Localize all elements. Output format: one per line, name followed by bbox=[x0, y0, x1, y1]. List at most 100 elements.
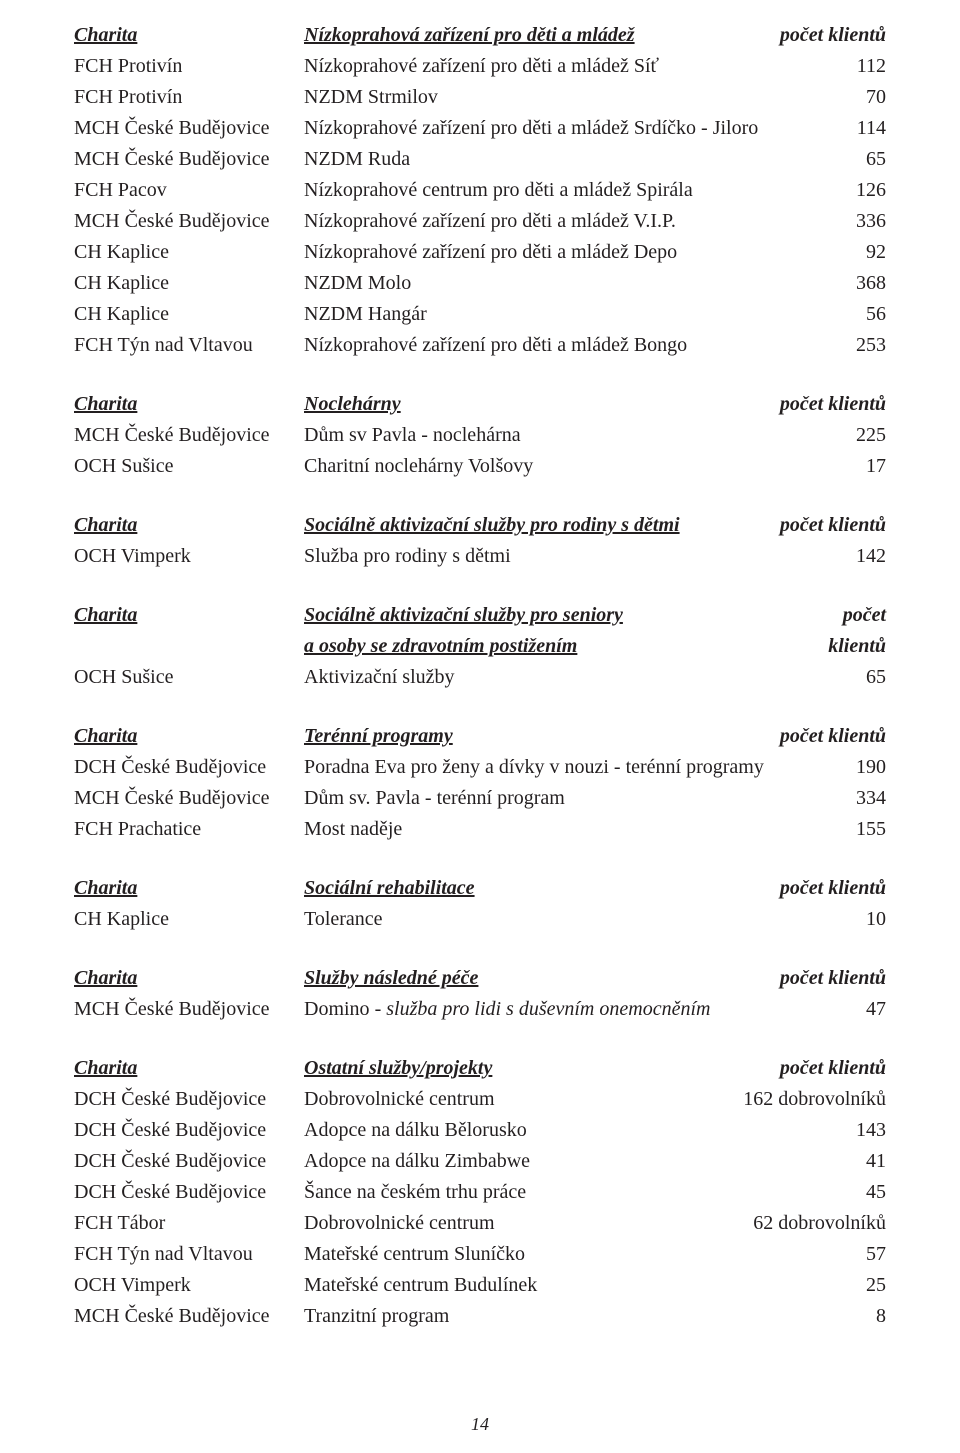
service-name: Služba pro rodiny s dětmi bbox=[304, 545, 511, 567]
count-value: 142 bbox=[856, 541, 886, 572]
service-name: Nízkoprahové centrum pro děti a mládež S… bbox=[304, 179, 693, 201]
content-area: CharitaNízkoprahová zařízení pro děti a … bbox=[74, 20, 886, 1332]
service-name: Domino bbox=[304, 998, 375, 1020]
count-value: 41 bbox=[866, 1146, 886, 1177]
count-value: 17 bbox=[866, 451, 886, 482]
data-row: OCH SušiceCharitní noclehárny Volšovy17 bbox=[74, 451, 886, 482]
org-name: FCH Tábor bbox=[74, 1208, 304, 1239]
report-section: CharitaNízkoprahová zařízení pro děti a … bbox=[74, 20, 886, 361]
section-header: CharitaTerénní programypočet klientů bbox=[74, 721, 886, 752]
org-name: CH Kaplice bbox=[74, 268, 304, 299]
data-row: DCH České BudějoviceDobrovolnické centru… bbox=[74, 1084, 886, 1115]
section-header: CharitaOstatní služby/projektypočet klie… bbox=[74, 1053, 886, 1084]
document-page: CharitaNízkoprahová zařízení pro děti a … bbox=[0, 0, 960, 1453]
count-value: 65 bbox=[866, 662, 886, 693]
service-name: Dům sv. Pavla - terénní program bbox=[304, 787, 565, 809]
count-value: 112 bbox=[857, 51, 886, 82]
service-name: Nízkoprahové zařízení pro děti a mládež … bbox=[304, 55, 659, 77]
header-count: počet klientů bbox=[780, 20, 886, 51]
service-name: Dobrovolnické centrum bbox=[304, 1212, 495, 1234]
data-row: FCH Týn nad VltavouNízkoprahové zařízení… bbox=[74, 330, 886, 361]
org-name: MCH České Budějovice bbox=[74, 144, 304, 175]
org-name: FCH Protivín bbox=[74, 51, 304, 82]
data-row: MCH České BudějoviceNZDM Ruda65 bbox=[74, 144, 886, 175]
service-name: NZDM Molo bbox=[304, 272, 411, 294]
service-name: Dům sv Pavla - noclehárna bbox=[304, 424, 521, 446]
page-number: 14 bbox=[0, 1414, 960, 1435]
org-name: DCH České Budějovice bbox=[74, 1115, 304, 1146]
data-row: DCH České BudějoviceAdopce na dálku Zimb… bbox=[74, 1146, 886, 1177]
service-name: Tolerance bbox=[304, 908, 383, 930]
section-header: CharitaSociální rehabilitacepočet klient… bbox=[74, 873, 886, 904]
count-value: 190 bbox=[856, 752, 886, 783]
data-row: DCH České BudějovicePoradna Eva pro ženy… bbox=[74, 752, 886, 783]
header-service: Sociální rehabilitace bbox=[304, 873, 780, 904]
section-header-line2: a osoby se zdravotním postižením klientů bbox=[74, 631, 886, 662]
header-count: počet klientů bbox=[780, 963, 886, 994]
org-name: CH Kaplice bbox=[74, 237, 304, 268]
org-name: FCH Týn nad Vltavou bbox=[74, 1239, 304, 1270]
count-value: 25 bbox=[866, 1270, 886, 1301]
count-value: 225 bbox=[856, 420, 886, 451]
data-row: FCH Týn nad VltavouMateřské centrum Slun… bbox=[74, 1239, 886, 1270]
count-value: 92 bbox=[866, 237, 886, 268]
header-count: počet klientů bbox=[780, 389, 886, 420]
count-value: 162 dobrovolníků bbox=[743, 1084, 886, 1115]
data-row: OCH SušiceAktivizační služby 65 bbox=[74, 662, 886, 693]
header-org: Charita bbox=[74, 873, 304, 904]
data-row: MCH České BudějoviceNízkoprahové zařízen… bbox=[74, 206, 886, 237]
header-service: Služby následné péče bbox=[304, 963, 780, 994]
report-section: CharitaSociálně aktivizační služby pro r… bbox=[74, 510, 886, 572]
header-count: počet klientů bbox=[780, 721, 886, 752]
service-name: Adopce na dálku Bělorusko bbox=[304, 1119, 527, 1141]
org-name: OCH Vimperk bbox=[74, 1270, 304, 1301]
data-row: FCH PacovNízkoprahové centrum pro děti a… bbox=[74, 175, 886, 206]
data-row: MCH České BudějoviceDomino - služba pro … bbox=[74, 994, 886, 1025]
org-name: MCH České Budějovice bbox=[74, 994, 304, 1025]
header-org: Charita bbox=[74, 963, 304, 994]
service-name: NZDM Ruda bbox=[304, 148, 410, 170]
service-name: Tranzitní program bbox=[304, 1305, 449, 1327]
data-row: CH KapliceTolerance10 bbox=[74, 904, 886, 935]
count-value: 155 bbox=[856, 814, 886, 845]
count-value: 334 bbox=[856, 783, 886, 814]
org-name: OCH Sušice bbox=[74, 662, 304, 693]
header-org: Charita bbox=[74, 20, 304, 51]
data-row: FCH ProtivínNZDM Strmilov70 bbox=[74, 82, 886, 113]
data-row: MCH České BudějoviceDům sv. Pavla - teré… bbox=[74, 783, 886, 814]
data-row: CH KapliceNZDM Molo368 bbox=[74, 268, 886, 299]
service-name: Aktivizační služby bbox=[304, 666, 455, 688]
org-name: OCH Sušice bbox=[74, 451, 304, 482]
report-section: CharitaSociálně aktivizační služby pro s… bbox=[74, 600, 886, 693]
section-header: CharitaSociálně aktivizační služby pro s… bbox=[74, 600, 886, 631]
header-count: počet bbox=[843, 600, 886, 631]
data-row: MCH České BudějoviceTranzitní program8 bbox=[74, 1301, 886, 1332]
count-value: 8 bbox=[876, 1301, 886, 1332]
count-value: 47 bbox=[866, 994, 886, 1025]
org-name: MCH České Budějovice bbox=[74, 420, 304, 451]
service-name: Poradna Eva pro ženy a dívky v nouzi - t… bbox=[304, 756, 764, 778]
data-row: FCH PrachaticeMost naděje155 bbox=[74, 814, 886, 845]
header-count: počet klientů bbox=[780, 510, 886, 541]
service-name: NZDM Hangár bbox=[304, 303, 427, 325]
service-name: Dobrovolnické centrum bbox=[304, 1088, 495, 1110]
service-name: Most naděje bbox=[304, 818, 402, 840]
data-row: DCH České BudějoviceŠance na českém trhu… bbox=[74, 1177, 886, 1208]
org-name: DCH České Budějovice bbox=[74, 1146, 304, 1177]
service-name: Šance na českém trhu práce bbox=[304, 1181, 526, 1203]
header-count: počet klientů bbox=[780, 873, 886, 904]
header-org: Charita bbox=[74, 600, 304, 631]
header-service-line2: a osoby se zdravotním postižením bbox=[304, 631, 577, 662]
header-count-line2: klientů bbox=[828, 631, 886, 662]
org-name: OCH Vimperk bbox=[74, 541, 304, 572]
count-value: 336 bbox=[856, 206, 886, 237]
data-row: CH KapliceNZDM Hangár56 bbox=[74, 299, 886, 330]
org-name: DCH České Budějovice bbox=[74, 1177, 304, 1208]
org-name: DCH České Budějovice bbox=[74, 752, 304, 783]
service-name: Nízkoprahové zařízení pro děti a mládež … bbox=[304, 117, 758, 139]
section-header: CharitaNízkoprahová zařízení pro děti a … bbox=[74, 20, 886, 51]
count-value: 126 bbox=[856, 175, 886, 206]
count-value: 143 bbox=[856, 1115, 886, 1146]
header-service: Sociálně aktivizační služby pro seniory bbox=[304, 600, 843, 631]
service-name: Nízkoprahové zařízení pro děti a mládež … bbox=[304, 210, 676, 232]
